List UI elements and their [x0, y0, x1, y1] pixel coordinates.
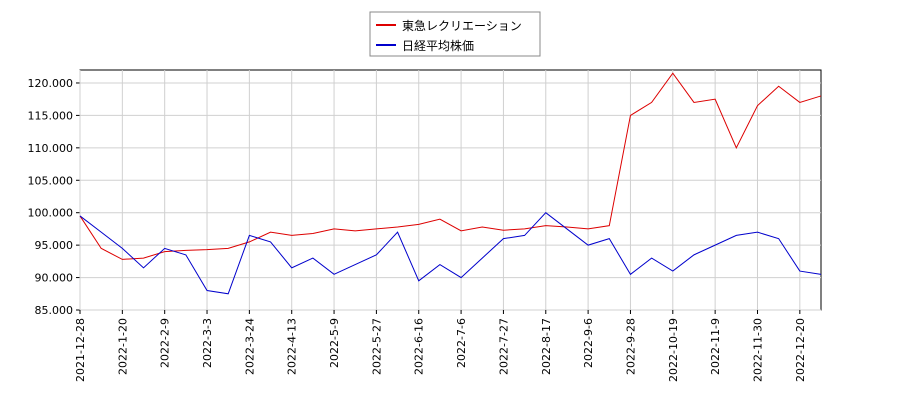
legend-label: 日経平均株価	[402, 38, 474, 53]
y-tick-label: 110.000	[28, 142, 74, 155]
y-tick-label: 90.000	[35, 272, 74, 285]
plot-frame	[79, 69, 822, 311]
x-tick-label: 2022-9-28	[624, 318, 637, 375]
series-line	[79, 212, 822, 295]
x-tick-label: 2022-11-30	[751, 318, 764, 382]
x-tick-label: 2022-8-17	[540, 318, 553, 375]
y-tick-label: 85.000	[35, 304, 74, 317]
x-tick-label: 2022-4-13	[286, 318, 299, 375]
legend-box	[369, 11, 541, 57]
x-tick-label: 2022-7-27	[497, 318, 510, 375]
y-tick-label: 120.000	[28, 77, 74, 90]
y-tick-label: 100.000	[28, 207, 74, 220]
x-tick-label: 2022-5-27	[370, 318, 383, 375]
y-tick-label: 115.000	[28, 109, 74, 122]
x-tick-label: 2022-2-9	[159, 318, 172, 368]
y-tick-label: 95.000	[35, 239, 74, 252]
legend-label: 東急レクリエーション	[402, 18, 522, 33]
series-line	[79, 72, 822, 260]
y-tick-label: 105.000	[28, 174, 74, 187]
x-tick-label: 2022-1-20	[116, 318, 129, 375]
x-tick-label: 2022-5-9	[328, 318, 341, 368]
x-tick-label: 2022-3-3	[201, 318, 214, 368]
x-tick-label: 2022-6-16	[413, 318, 426, 375]
x-tick-label: 2022-7-6	[455, 318, 468, 368]
x-tick-label: 2021-12-28	[74, 318, 87, 382]
x-tick-label: 2022-9-6	[582, 318, 595, 368]
x-tick-label: 2022-10-19	[667, 318, 680, 382]
x-tick-label: 2022-11-9	[709, 318, 722, 375]
x-tick-label: 2022-12-20	[794, 318, 807, 382]
x-tick-label: 2022-3-24	[243, 318, 256, 375]
